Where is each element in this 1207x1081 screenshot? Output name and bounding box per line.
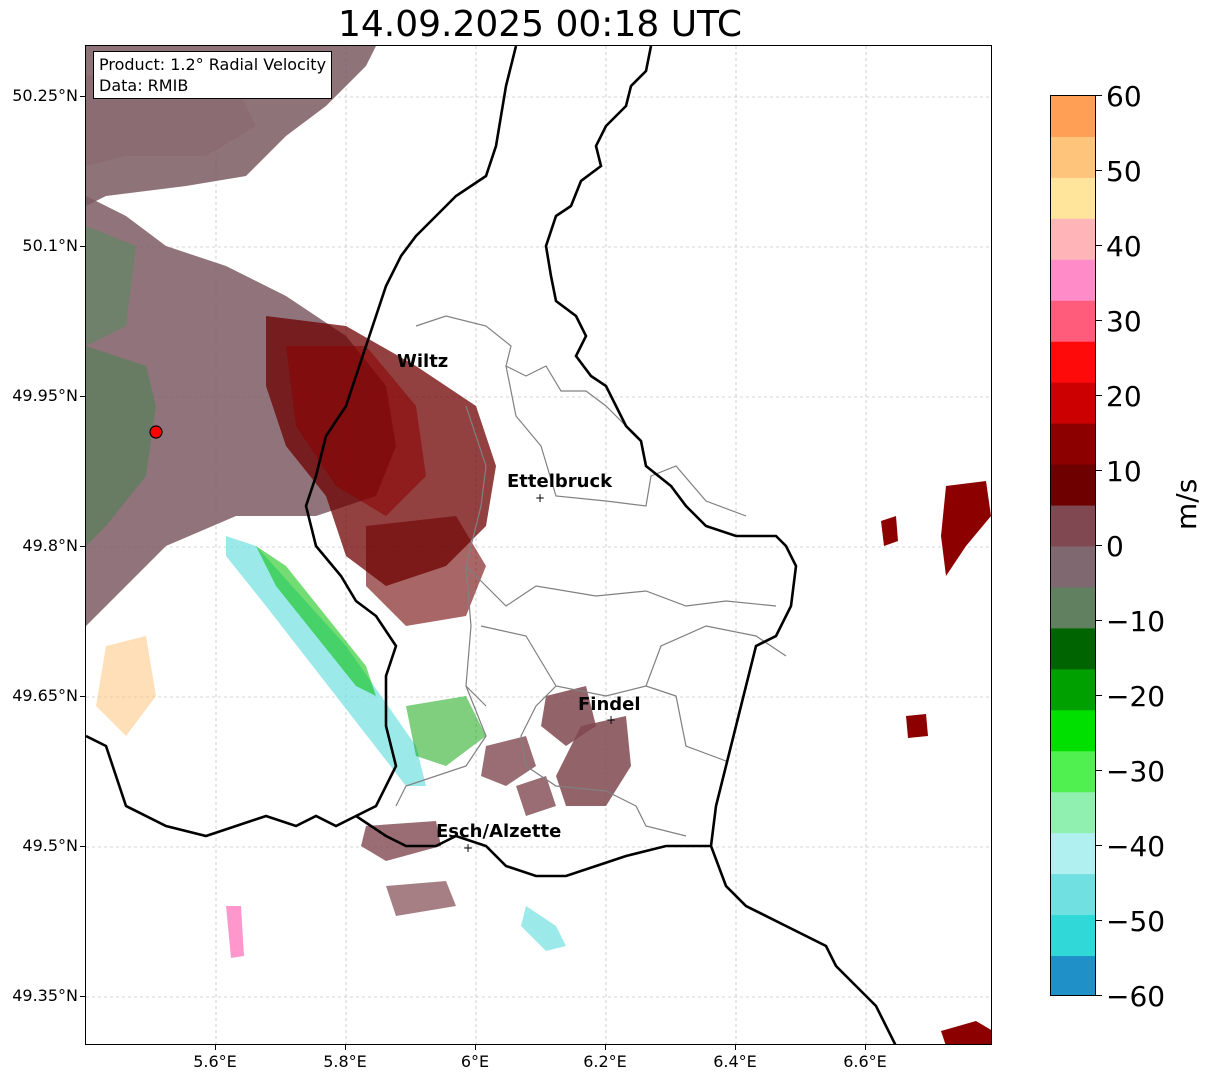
- lat-tick-mark: [80, 396, 85, 397]
- colorbar-segment: [1051, 587, 1095, 630]
- colorbar-segment: [1051, 259, 1095, 302]
- lon-label-6-6: 6.6°E: [843, 1052, 887, 1071]
- lat-label-50-1: 50.1°N: [22, 236, 78, 255]
- colorbar-tick-mark: [1096, 170, 1102, 171]
- lat-tick-mark: [80, 846, 85, 847]
- product-label: Product: 1.2° Radial Velocity: [99, 55, 327, 74]
- colorbar-tick-0: 0: [1106, 530, 1124, 563]
- colorbar-segment: [1051, 464, 1095, 507]
- colorbar-tick-minus50: −50: [1106, 905, 1166, 938]
- colorbar-gradient: [1051, 96, 1095, 995]
- colorbar-segment: [1051, 710, 1095, 753]
- colorbar-tick-minus10: −10: [1106, 605, 1166, 638]
- map-panel[interactable]: [85, 45, 992, 1045]
- lon-tick-mark: [865, 1045, 866, 1050]
- colorbar-tick-mark: [1096, 770, 1102, 771]
- lat-label-50-25: 50.25°N: [12, 86, 78, 105]
- colorbar-segment: [1051, 300, 1095, 343]
- map-title: 14.09.2025 00:18 UTC: [337, 4, 743, 45]
- radar-site-marker: [149, 425, 163, 439]
- city-label-findel: Findel: [578, 694, 641, 715]
- colorbar-segment: [1051, 956, 1095, 995]
- lat-tick-mark: [80, 96, 85, 97]
- lon-label-5-6: 5.6°E: [193, 1052, 237, 1071]
- colorbar-tick-20: 20: [1106, 380, 1142, 413]
- city-label-ettelbruck: Ettelbruck: [507, 471, 613, 492]
- lat-tick-mark: [80, 546, 85, 547]
- city-marker-findel: +: [606, 713, 617, 727]
- colorbar-tick-10: 10: [1106, 455, 1142, 488]
- colorbar-segment: [1051, 423, 1095, 466]
- lon-label-6-2: 6.2°E: [583, 1052, 627, 1071]
- colorbar-segment: [1051, 218, 1095, 261]
- lon-tick-mark: [475, 1045, 476, 1050]
- colorbar-tick-mark: [1096, 845, 1102, 846]
- colorbar-tick-minus20: −20: [1106, 680, 1166, 713]
- city-marker-esch-alzette: +: [463, 841, 474, 855]
- colorbar-segment: [1051, 177, 1095, 220]
- lat-label-49-95: 49.95°N: [12, 386, 78, 405]
- colorbar-segment: [1051, 874, 1095, 917]
- colorbar-segment: [1051, 833, 1095, 876]
- colorbar-segment: [1051, 96, 1095, 138]
- radar-echoes: [86, 46, 991, 1044]
- lon-label-5-8: 5.8°E: [323, 1052, 367, 1071]
- city-label-wiltz: Wiltz: [397, 351, 449, 372]
- colorbar-segment: [1051, 341, 1095, 384]
- colorbar-tick-mark: [1096, 395, 1102, 396]
- radar-map: [86, 46, 991, 1044]
- colorbar-segment: [1051, 505, 1095, 548]
- colorbar-segment: [1051, 669, 1095, 712]
- lon-tick-mark: [605, 1045, 606, 1050]
- lat-label-49-8: 49.8°N: [22, 536, 78, 555]
- colorbar-tick-mark: [1096, 320, 1102, 321]
- lat-tick-mark: [80, 696, 85, 697]
- colorbar-tick-50: 50: [1106, 155, 1142, 188]
- colorbar-tick-mark: [1096, 920, 1102, 921]
- colorbar-segment: [1051, 751, 1095, 794]
- lat-tick-mark: [80, 996, 85, 997]
- lat-label-49-65: 49.65°N: [12, 686, 78, 705]
- city-label-esch-alzette: Esch/Alzette: [436, 821, 562, 842]
- product-info-box: Product: 1.2° Radial Velocity Data: RMIB: [93, 51, 333, 99]
- colorbar-tick-60: 60: [1106, 80, 1142, 113]
- colorbar-tick-minus30: −30: [1106, 755, 1166, 788]
- city-marker-ettelbruck: +: [535, 491, 546, 505]
- colorbar-segment: [1051, 915, 1095, 958]
- lon-label-6-4: 6.4°E: [713, 1052, 757, 1071]
- colorbar-tick-40: 40: [1106, 230, 1142, 263]
- colorbar-tick-mark: [1096, 995, 1102, 996]
- colorbar-segment: [1051, 792, 1095, 835]
- colorbar-tick-mark: [1096, 620, 1102, 621]
- colorbar-segment: [1051, 136, 1095, 179]
- lon-label-6: 6°E: [460, 1052, 490, 1071]
- colorbar-tick-mark: [1096, 695, 1102, 696]
- national-borders: [86, 46, 897, 1044]
- colorbar-tick-mark: [1096, 95, 1102, 96]
- admin-borders: [395, 315, 787, 837]
- lat-label-49-5: 49.5°N: [22, 836, 78, 855]
- colorbar-tick-mark: [1096, 245, 1102, 246]
- velocity-colorbar: [1050, 95, 1096, 996]
- colorbar-tick-30: 30: [1106, 305, 1142, 338]
- lat-tick-mark: [80, 246, 85, 247]
- lon-tick-mark: [345, 1045, 346, 1050]
- colorbar-segment: [1051, 382, 1095, 425]
- colorbar-unit: m/s: [1170, 478, 1203, 530]
- colorbar-tick-minus40: −40: [1106, 830, 1166, 863]
- graticule: [86, 46, 991, 1044]
- colorbar-tick-minus60: −60: [1106, 980, 1166, 1013]
- data-source-label: Data: RMIB: [99, 76, 189, 95]
- lon-tick-mark: [735, 1045, 736, 1050]
- colorbar-segment: [1051, 628, 1095, 671]
- colorbar-segment: [1051, 546, 1095, 589]
- lat-label-49-35: 49.35°N: [12, 986, 78, 1005]
- colorbar-tick-mark: [1096, 545, 1102, 546]
- colorbar-tick-mark: [1096, 470, 1102, 471]
- lon-tick-mark: [215, 1045, 216, 1050]
